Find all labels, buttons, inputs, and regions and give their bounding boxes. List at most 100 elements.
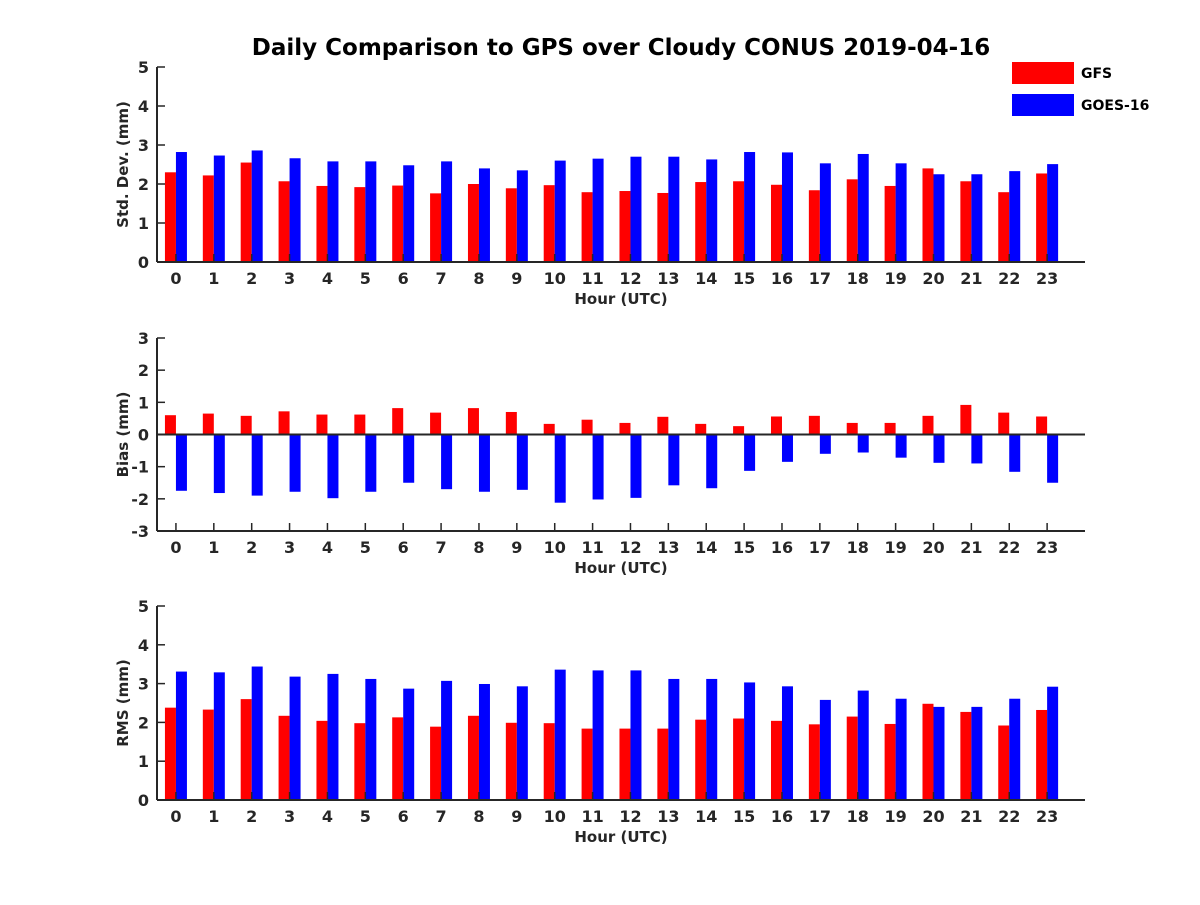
y-tick-label: -3 <box>131 522 149 541</box>
bar <box>998 412 1010 435</box>
series-gfs <box>164 699 1048 800</box>
x-tick-label: 15 <box>733 538 755 557</box>
x-tick-label: 15 <box>733 807 755 826</box>
bar <box>251 434 263 496</box>
bar <box>733 426 745 435</box>
bar <box>808 190 820 262</box>
bar <box>554 160 566 262</box>
x-tick-label: 13 <box>657 807 679 826</box>
y-tick-label: 1 <box>138 214 149 233</box>
bar <box>884 422 896 435</box>
bar <box>846 179 858 262</box>
x-tick-label: 17 <box>809 538 831 557</box>
bar <box>392 717 404 800</box>
bar <box>543 423 555 435</box>
bar <box>289 676 301 800</box>
x-axis-label: Hour (UTC) <box>574 828 667 846</box>
bar <box>819 699 831 800</box>
bar <box>857 153 869 262</box>
series-goes-16 <box>175 434 1059 503</box>
bar <box>960 404 972 435</box>
x-tick-label: 23 <box>1036 538 1058 557</box>
bar <box>516 170 528 262</box>
bar <box>441 161 453 262</box>
y-tick-label: 4 <box>138 636 149 655</box>
x-tick-label: 23 <box>1036 807 1058 826</box>
bar <box>554 669 566 800</box>
bar <box>240 699 252 800</box>
bar <box>657 416 669 435</box>
y-tick-label: 3 <box>138 136 149 155</box>
bar <box>1009 434 1021 472</box>
bar <box>592 434 604 500</box>
x-tick-label: 21 <box>960 538 982 557</box>
bar <box>581 192 593 262</box>
bar <box>354 414 366 435</box>
bar <box>1047 164 1059 262</box>
bar <box>392 185 404 262</box>
x-axis-label: Hour (UTC) <box>574 559 667 577</box>
x-tick-label: 0 <box>170 269 181 288</box>
bar <box>808 724 820 800</box>
x-tick-label: 19 <box>884 538 906 557</box>
bar <box>543 185 555 262</box>
bar <box>884 185 896 262</box>
bar <box>365 434 377 492</box>
bar <box>430 193 442 262</box>
bar <box>478 434 490 492</box>
bar <box>403 688 415 800</box>
x-tick-label: 3 <box>284 538 295 557</box>
x-tick-label: 6 <box>398 269 409 288</box>
bar <box>895 434 907 458</box>
bar <box>1047 686 1059 800</box>
x-tick-label: 14 <box>695 269 717 288</box>
y-tick-label: 4 <box>138 97 149 116</box>
x-tick-label: 7 <box>436 538 447 557</box>
bar <box>164 415 176 435</box>
x-tick-label: 2 <box>246 538 257 557</box>
bar <box>619 728 631 800</box>
x-tick-label: 9 <box>511 807 522 826</box>
x-tick-label: 4 <box>322 269 333 288</box>
bar <box>657 728 669 800</box>
x-tick-label: 8 <box>473 807 484 826</box>
x-tick-label: 1 <box>208 807 219 826</box>
bar <box>619 422 631 435</box>
bar <box>392 408 404 435</box>
bar <box>278 181 290 262</box>
bar <box>695 423 707 435</box>
bar <box>668 434 680 486</box>
bar <box>770 720 782 800</box>
bar <box>895 163 907 262</box>
bar <box>933 706 945 800</box>
bar <box>1009 171 1021 262</box>
x-tick-label: 11 <box>581 269 603 288</box>
x-tick-label: 21 <box>960 807 982 826</box>
bar <box>857 434 869 453</box>
y-tick-label: 0 <box>138 791 149 810</box>
bar <box>960 711 972 800</box>
bar <box>846 716 858 800</box>
bar <box>354 723 366 800</box>
bar <box>289 158 301 262</box>
bar <box>430 726 442 800</box>
bar <box>478 683 490 800</box>
y-tick-label: 2 <box>138 361 149 380</box>
x-tick-label: 22 <box>998 807 1020 826</box>
x-tick-label: 8 <box>473 269 484 288</box>
bar <box>706 434 718 489</box>
bar <box>365 678 377 800</box>
x-tick-label: 1 <box>208 538 219 557</box>
x-tick-label: 10 <box>544 538 566 557</box>
y-tick-label: 5 <box>138 597 149 616</box>
series-gfs <box>164 162 1048 262</box>
y-tick-label: 0 <box>138 426 149 445</box>
bar <box>781 152 793 262</box>
bar <box>781 686 793 800</box>
legend-label: GFS <box>1081 66 1112 82</box>
x-tick-label: 9 <box>511 269 522 288</box>
series-gfs <box>164 404 1048 435</box>
